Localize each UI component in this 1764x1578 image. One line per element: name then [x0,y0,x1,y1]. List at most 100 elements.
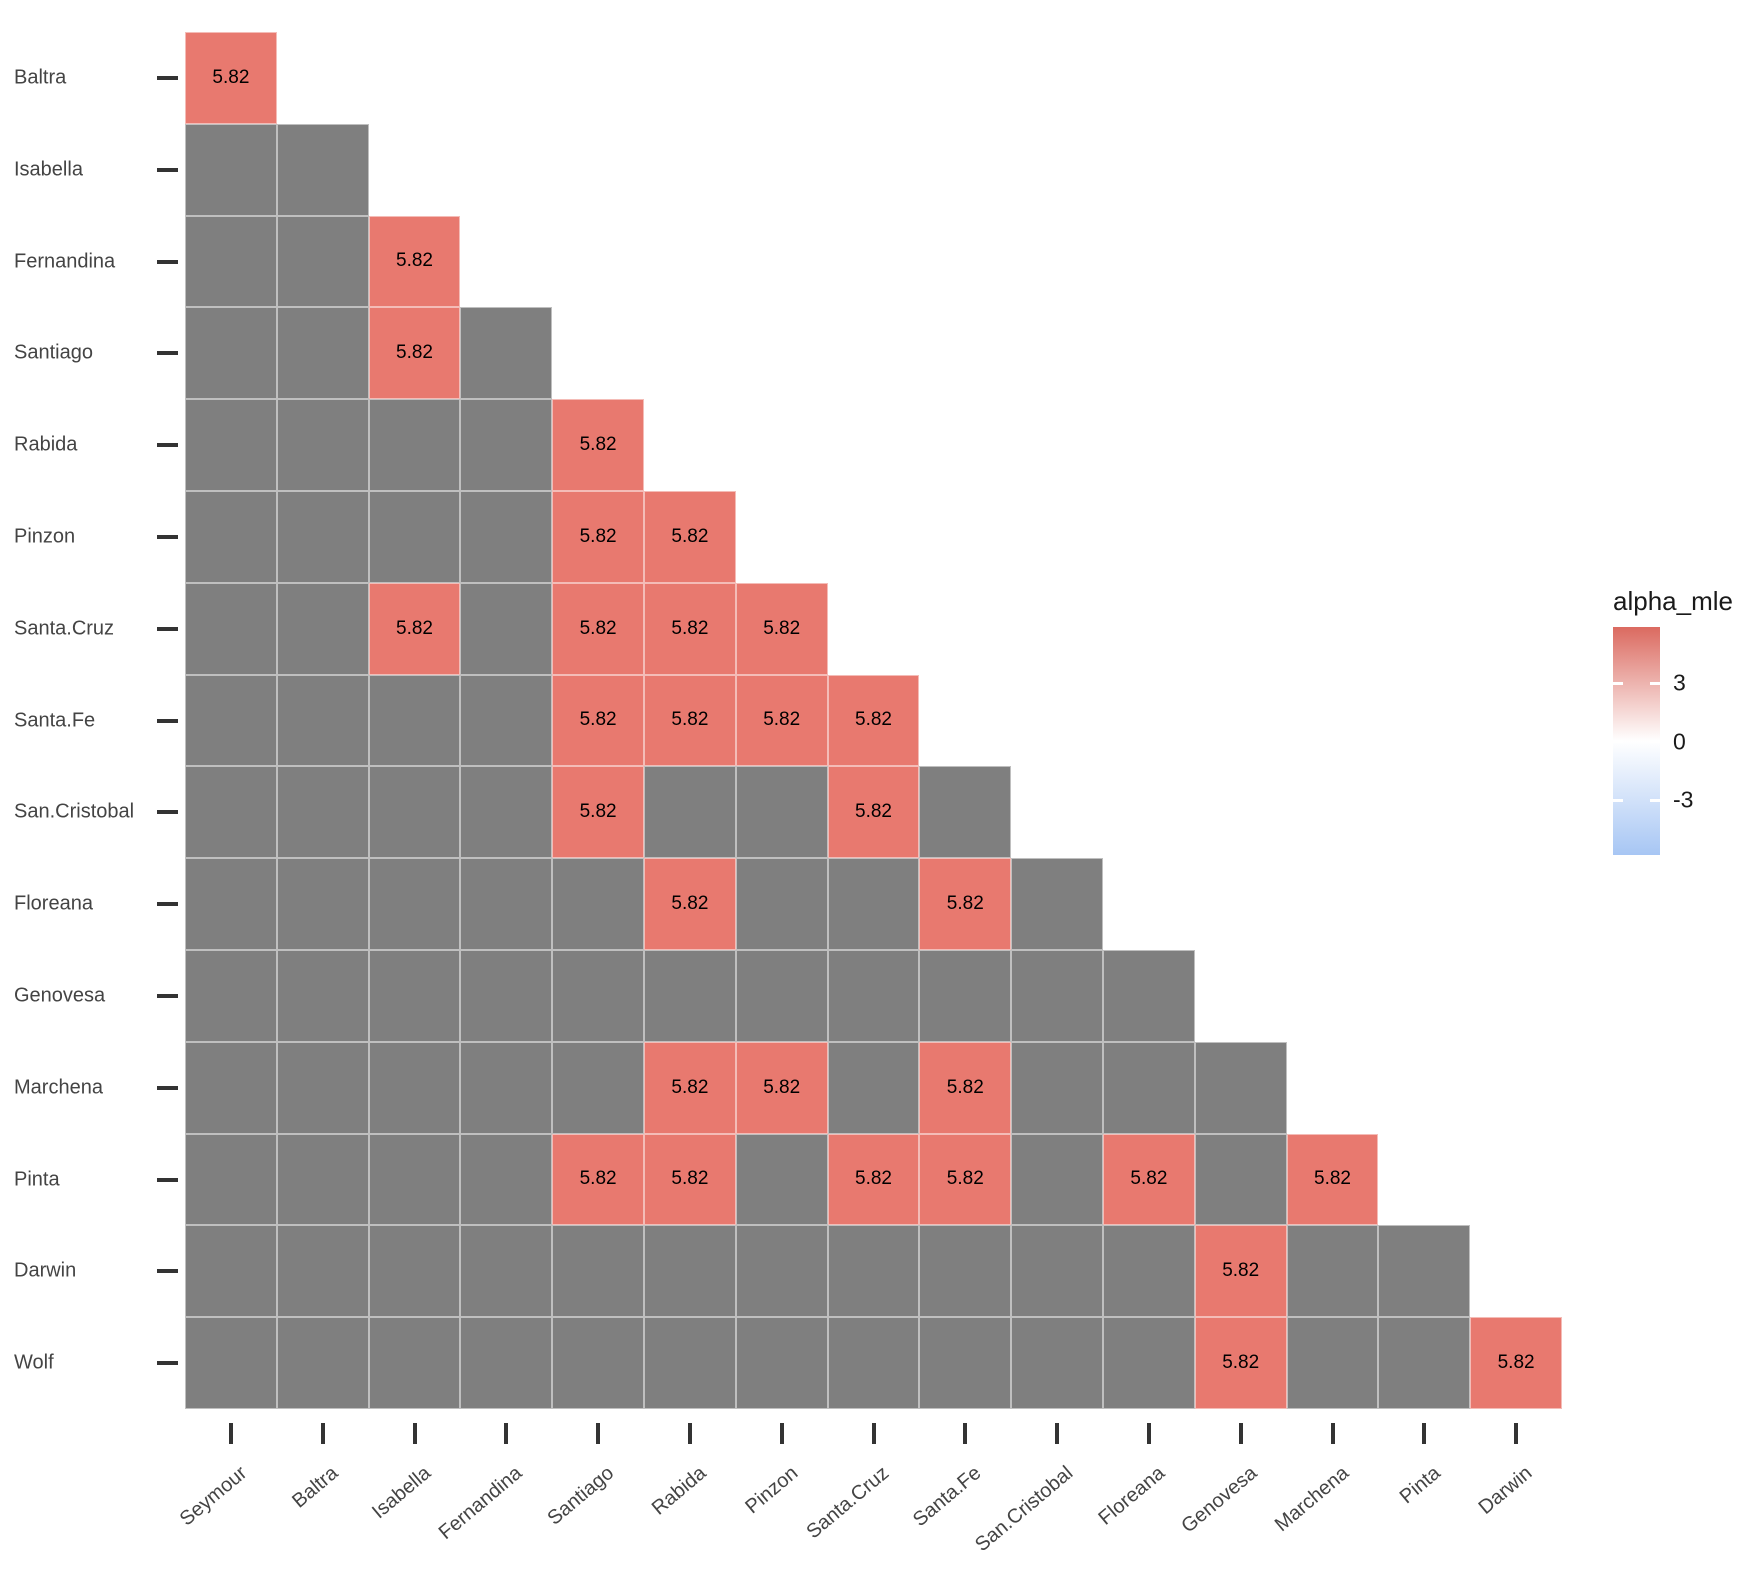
x-axis-tick [1514,1423,1519,1444]
heatmap-cell [368,950,461,1042]
heatmap-cell [368,1225,461,1318]
heatmap-cell [368,1041,461,1134]
heatmap-cell: 5.82 [552,582,644,675]
y-axis-tick [157,718,178,723]
heatmap-cell [1011,1317,1103,1409]
heatmap-cell [827,950,920,1042]
heatmap-cell [919,766,1012,859]
heatmap-cell [460,491,553,583]
y-axis-label: Floreana [14,892,93,915]
heatmap-cell [552,1041,644,1134]
y-axis-label: Santa.Fe [14,709,96,731]
heatmap-cell [735,1225,828,1318]
heatmap-cell [1011,1225,1103,1318]
heatmap-cell [552,1225,644,1318]
heatmap-cell: 5.82 [644,674,736,767]
y-axis-tick [157,351,178,356]
y-axis-label: Pinzon [14,525,76,548]
heatmap-cell [276,399,369,491]
heatmap-cell [827,1225,920,1318]
legend-tick-mark [1613,798,1623,802]
y-axis-tick [157,75,178,80]
y-axis-tick [157,902,178,907]
legend-tick-mark [1613,681,1623,685]
heatmap-cell [460,674,553,767]
heatmap-cell [185,307,277,400]
heatmap-cell: 5.82 [1194,1225,1287,1318]
heatmap-cell: 5.82 [919,858,1012,950]
legend-tick-mark [1650,740,1660,744]
y-axis-tick [157,167,178,172]
heatmap-cell [460,1225,553,1318]
x-axis-tick [1422,1423,1427,1444]
y-axis-label: San.Cristobal [14,800,135,823]
heatmap-cell: 5.82 [919,1041,1012,1134]
heatmap-cell [1378,1225,1471,1318]
heatmap-cell: 5.82 [827,766,920,859]
heatmap-cell [368,1317,461,1409]
heatmap-cell [185,766,277,859]
heatmap-cell [735,766,828,859]
heatmap-cell [1011,858,1103,950]
heatmap-cell [368,674,461,767]
heatmap-cell [1286,1225,1379,1318]
heatmap-cell [368,1133,461,1226]
heatmap-cell: 5.82 [368,215,461,308]
heatmap-cell [185,582,277,675]
x-axis-label: Santa.Fe [909,1462,986,1532]
x-axis-tick [228,1423,233,1444]
x-axis-tick [1055,1423,1060,1444]
heatmap-cell [919,1317,1012,1409]
heatmap-cell [185,950,277,1042]
heatmap-cell [276,1133,369,1226]
heatmap-cell: 5.82 [368,307,461,400]
x-axis-label: Marchena [1270,1462,1353,1537]
heatmap-cell [460,582,553,675]
y-axis-label: Wolf [14,1351,54,1374]
heatmap-cell: 5.82 [552,674,644,767]
heatmap-cell [827,858,920,950]
x-axis-label: Genovesa [1176,1462,1261,1538]
heatmap-cell [644,766,736,859]
heatmap-cell: 5.82 [1470,1317,1562,1409]
y-axis-tick [157,1269,178,1274]
heatmap-cell [552,1317,644,1409]
heatmap-cell: 5.82 [1194,1317,1287,1409]
x-axis-label: Pinta [1395,1462,1445,1509]
y-axis-tick [157,626,178,631]
heatmap-cell [919,950,1012,1042]
x-axis-label: Floreana [1094,1462,1170,1530]
heatmap-cell [1103,1041,1195,1134]
legend-tick-mark [1613,740,1623,744]
heatmap-cell [185,858,277,950]
heatmap-cell: 5.82 [1286,1133,1379,1226]
heatmap-cell [1011,1041,1103,1134]
y-axis-label: Rabida [14,433,78,456]
heatmap-cell: 5.82 [552,491,644,583]
heatmap-cell [460,1133,553,1226]
x-axis-label: Darwin [1474,1462,1537,1519]
heatmap-cell [1103,950,1195,1042]
heatmap-cell [1011,1133,1103,1226]
y-axis-label: Baltra [14,66,67,89]
heatmap-cell [368,766,461,859]
x-axis-label: Fernandina [434,1462,527,1544]
legend-tick-mark [1650,798,1660,802]
heatmap-cell [919,1225,1012,1318]
heatmap-cell [460,1041,553,1134]
heatmap-cell [1286,1317,1379,1409]
heatmap-cell: 5.82 [1103,1133,1195,1226]
heatmap-cell [185,123,277,216]
x-axis-tick [504,1423,509,1444]
heatmap-cell: 5.82 [735,582,828,675]
heatmap-cell [185,1317,277,1409]
y-axis-label: Pinta [14,1168,60,1190]
heatmap-cell [644,1317,736,1409]
heatmap-cell [276,582,369,675]
heatmap-cell [368,399,461,491]
heatmap-cell [1194,1133,1287,1226]
y-axis-label: Genovesa [14,984,106,1007]
heatmap-cell [276,766,369,859]
legend-tick-mark [1650,681,1660,685]
heatmap-cell [460,766,553,859]
